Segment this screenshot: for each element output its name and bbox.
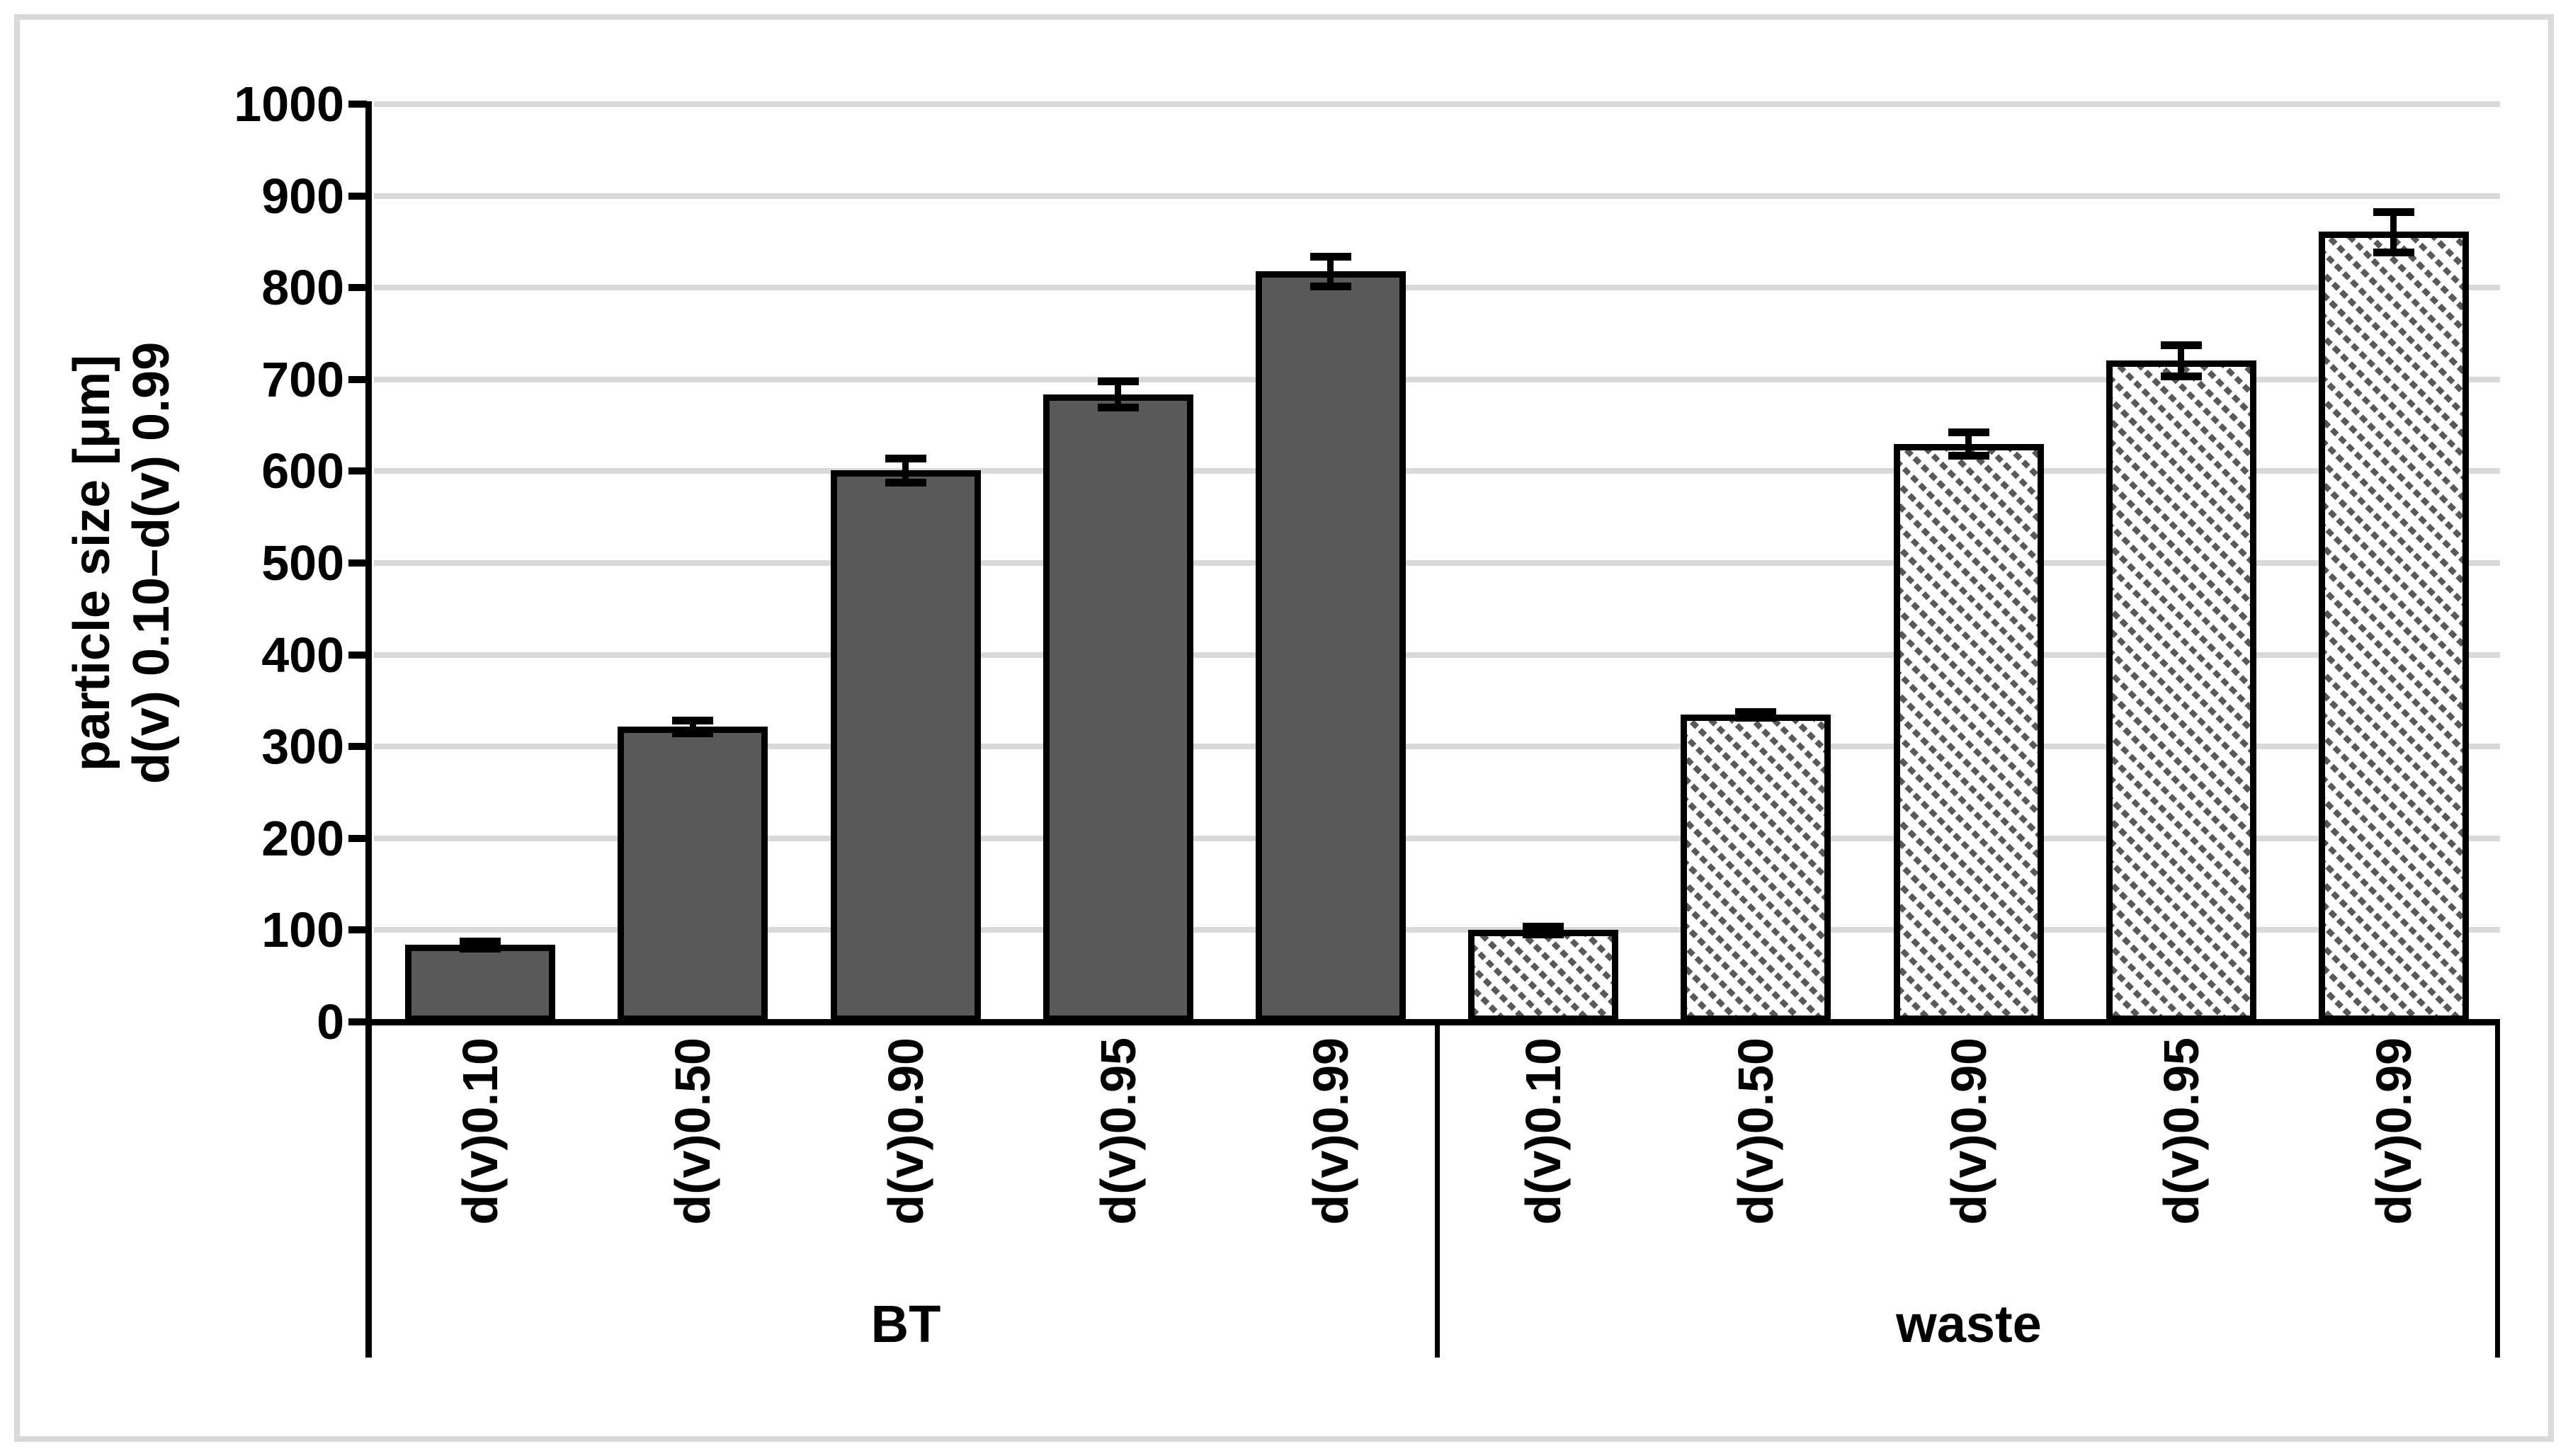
y-tick-400 bbox=[348, 651, 367, 659]
gridline-400 bbox=[374, 652, 2500, 658]
error-cap-top-waste-d(v)0.95 bbox=[2160, 341, 2202, 349]
y-tick-800 bbox=[348, 284, 367, 292]
error-cap-bottom-BT-d(v)0.50 bbox=[672, 729, 714, 737]
gridline-500 bbox=[374, 560, 2500, 566]
y-tick-600 bbox=[348, 467, 367, 475]
bar-waste-d(v)0.10 bbox=[1468, 930, 1619, 1022]
gridline-900 bbox=[374, 193, 2500, 199]
category-label-BT-d(v)0.50: d(v)0.50 bbox=[665, 1037, 721, 1225]
error-cap-top-waste-d(v)0.10 bbox=[1523, 923, 1564, 931]
gridline-1000 bbox=[374, 101, 2500, 107]
category-label-BT-d(v)0.90: d(v)0.90 bbox=[877, 1037, 933, 1225]
y-tick-label-100: 100 bbox=[261, 902, 344, 958]
error-cap-bottom-waste-d(v)0.90 bbox=[1948, 452, 1989, 460]
category-label-waste-d(v)0.95: d(v)0.95 bbox=[2153, 1037, 2209, 1225]
category-label-waste-d(v)0.50: d(v)0.50 bbox=[1728, 1037, 1784, 1225]
error-cap-bottom-BT-d(v)0.95 bbox=[1097, 403, 1139, 411]
error-cap-top-BT-d(v)0.50 bbox=[672, 716, 714, 724]
gridline-700 bbox=[374, 376, 2500, 382]
y-tick-1000 bbox=[348, 101, 367, 108]
error-cap-top-waste-d(v)0.90 bbox=[1948, 428, 1989, 436]
y-tick-700 bbox=[348, 375, 367, 383]
error-bar-waste-d(v)0.90 bbox=[1965, 431, 1972, 456]
gridline-200 bbox=[374, 835, 2500, 841]
error-cap-top-BT-d(v)0.90 bbox=[885, 455, 926, 463]
gridline-100 bbox=[374, 927, 2500, 933]
error-cap-top-BT-d(v)0.10 bbox=[460, 937, 501, 945]
gridline-800 bbox=[374, 285, 2500, 291]
bar-waste-d(v)0.50 bbox=[1681, 714, 1831, 1022]
error-bar-waste-d(v)0.95 bbox=[2178, 344, 2185, 376]
category-label-BT-d(v)0.99: d(v)0.99 bbox=[1302, 1037, 1358, 1225]
error-cap-bottom-BT-d(v)0.90 bbox=[885, 478, 926, 487]
bar-BT-d(v)0.50 bbox=[618, 726, 768, 1022]
error-cap-top-waste-d(v)0.50 bbox=[1735, 707, 1777, 716]
y-tick-label-400: 400 bbox=[261, 627, 344, 683]
error-bar-waste-d(v)0.99 bbox=[2390, 211, 2397, 252]
x-axis-baseline bbox=[365, 1019, 2500, 1025]
axis-right-boundary-line bbox=[2495, 1022, 2500, 1358]
error-bar-BT-d(v)0.50 bbox=[689, 720, 696, 733]
error-cap-bottom-waste-d(v)0.95 bbox=[2160, 372, 2202, 380]
y-tick-label-500: 500 bbox=[261, 535, 344, 591]
bar-waste-d(v)0.99 bbox=[2318, 232, 2469, 1022]
bar-BT-d(v)0.10 bbox=[405, 945, 556, 1022]
bar-waste-d(v)0.95 bbox=[2106, 360, 2256, 1022]
bar-BT-d(v)0.99 bbox=[1255, 271, 1406, 1022]
y-axis-line bbox=[365, 101, 372, 1358]
bar-BT-d(v)0.90 bbox=[830, 470, 981, 1022]
error-bar-BT-d(v)0.99 bbox=[1327, 256, 1334, 286]
category-label-waste-d(v)0.99: d(v)0.99 bbox=[2365, 1037, 2421, 1225]
y-tick-label-0: 0 bbox=[317, 994, 344, 1050]
y-tick-500 bbox=[348, 559, 367, 567]
group-label-waste: waste bbox=[1896, 1295, 2042, 1353]
error-bar-BT-d(v)0.95 bbox=[1115, 381, 1122, 407]
y-tick-label-600: 600 bbox=[261, 443, 344, 499]
category-label-BT-d(v)0.95: d(v)0.95 bbox=[1090, 1037, 1146, 1225]
error-cap-bottom-BT-d(v)0.99 bbox=[1309, 282, 1351, 290]
y-tick-0 bbox=[348, 1018, 367, 1025]
group-label-bt: BT bbox=[870, 1295, 941, 1353]
y-tick-200 bbox=[348, 834, 367, 842]
error-cap-top-BT-d(v)0.95 bbox=[1097, 377, 1139, 386]
error-cap-top-BT-d(v)0.99 bbox=[1309, 253, 1351, 261]
gridline-600 bbox=[374, 468, 2500, 474]
gridline-300 bbox=[374, 744, 2500, 750]
error-bar-BT-d(v)0.90 bbox=[902, 458, 909, 482]
y-tick-label-700: 700 bbox=[261, 351, 344, 407]
error-cap-top-waste-d(v)0.99 bbox=[2373, 207, 2414, 216]
bar-BT-d(v)0.95 bbox=[1042, 394, 1193, 1022]
y-tick-label-200: 200 bbox=[261, 810, 344, 866]
y-tick-label-800: 800 bbox=[261, 260, 344, 316]
error-cap-bottom-waste-d(v)0.99 bbox=[2373, 248, 2414, 256]
category-label-BT-d(v)0.10: d(v)0.10 bbox=[453, 1037, 509, 1225]
y-tick-label-900: 900 bbox=[261, 168, 344, 224]
bar-waste-d(v)0.90 bbox=[1893, 443, 2044, 1022]
y-tick-900 bbox=[348, 192, 367, 200]
error-cap-bottom-waste-d(v)0.10 bbox=[1523, 930, 1564, 938]
y-tick-100 bbox=[348, 926, 367, 934]
y-tick-label-1000: 1000 bbox=[234, 76, 344, 132]
group-separator-line bbox=[1435, 1022, 1440, 1358]
error-cap-bottom-BT-d(v)0.10 bbox=[460, 945, 501, 953]
error-cap-bottom-waste-d(v)0.50 bbox=[1735, 713, 1777, 722]
y-tick-300 bbox=[348, 743, 367, 751]
y-tick-label-300: 300 bbox=[261, 719, 344, 775]
category-label-waste-d(v)0.90: d(v)0.90 bbox=[1941, 1037, 1996, 1225]
category-label-waste-d(v)0.10: d(v)0.10 bbox=[1516, 1037, 1572, 1225]
y-axis-title-line1: particle size [μm] bbox=[64, 354, 120, 772]
